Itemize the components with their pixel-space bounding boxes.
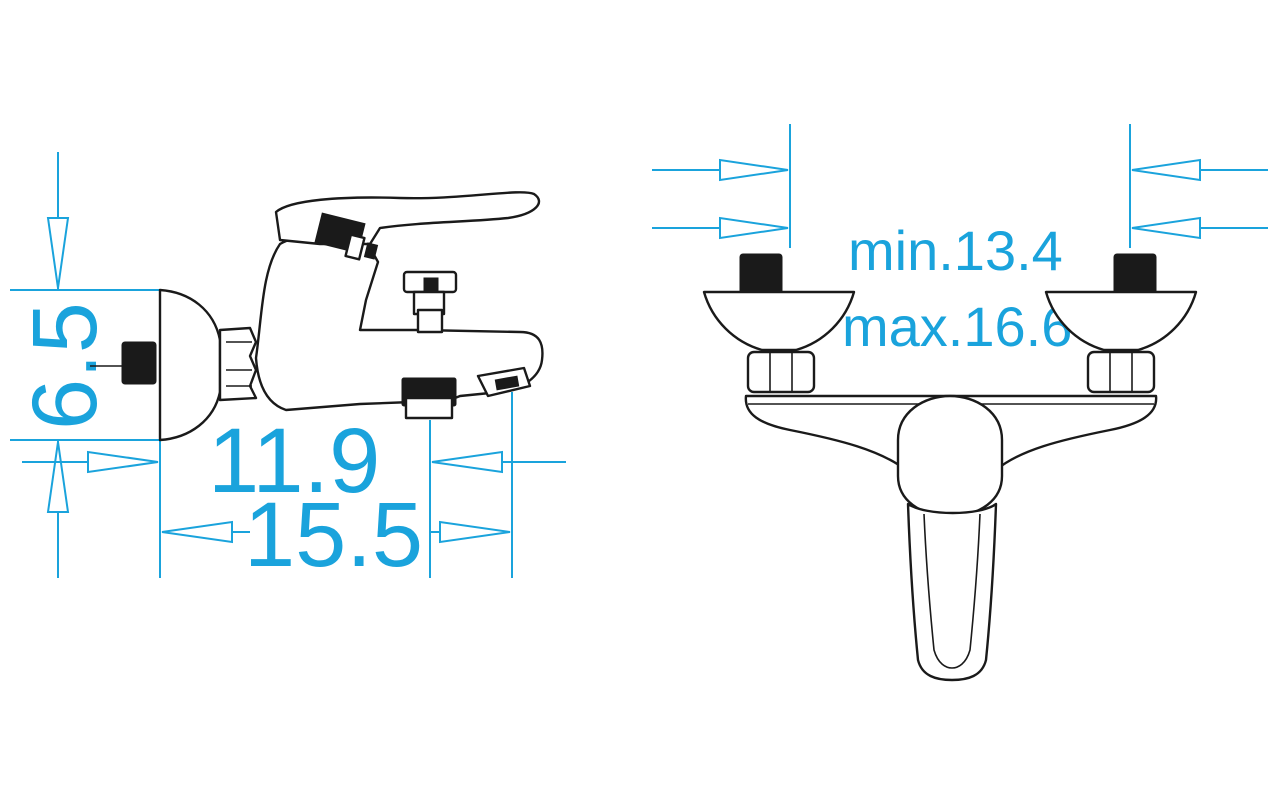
- total-depth-dimension: 15.5: [161, 392, 513, 586]
- front-view: min.13.4 max.16.6: [652, 124, 1268, 682]
- faucet-body: [254, 235, 544, 412]
- centers-left-arrows: [652, 124, 791, 248]
- centers-min-label: min.13.4: [848, 219, 1063, 282]
- total-depth-label: 15.5: [244, 484, 423, 586]
- threaded-connector: [121, 341, 157, 385]
- lever-front: [906, 502, 998, 682]
- left-nut: [746, 350, 816, 394]
- right-rosette: [1044, 290, 1198, 352]
- spout-depth-label: 11.9: [208, 410, 380, 512]
- centers-right-arrows: [1129, 124, 1268, 248]
- lever-handle: [274, 191, 541, 246]
- left-thread: [739, 253, 783, 297]
- spout-depth-dimension: 11.9: [22, 410, 566, 578]
- right-nut: [1086, 350, 1156, 394]
- handle-disc: [896, 394, 1004, 518]
- side-view: 6.5 11.9 15.5: [10, 152, 566, 586]
- left-rosette: [702, 290, 856, 352]
- faucet-side-drawing: [90, 191, 544, 442]
- faucet-front-drawing: [702, 253, 1198, 682]
- hex-nut: [218, 326, 258, 402]
- right-thread: [1113, 253, 1157, 297]
- centers-max-label: max.16.6: [842, 295, 1072, 358]
- height-dimension: 6.5: [10, 152, 160, 578]
